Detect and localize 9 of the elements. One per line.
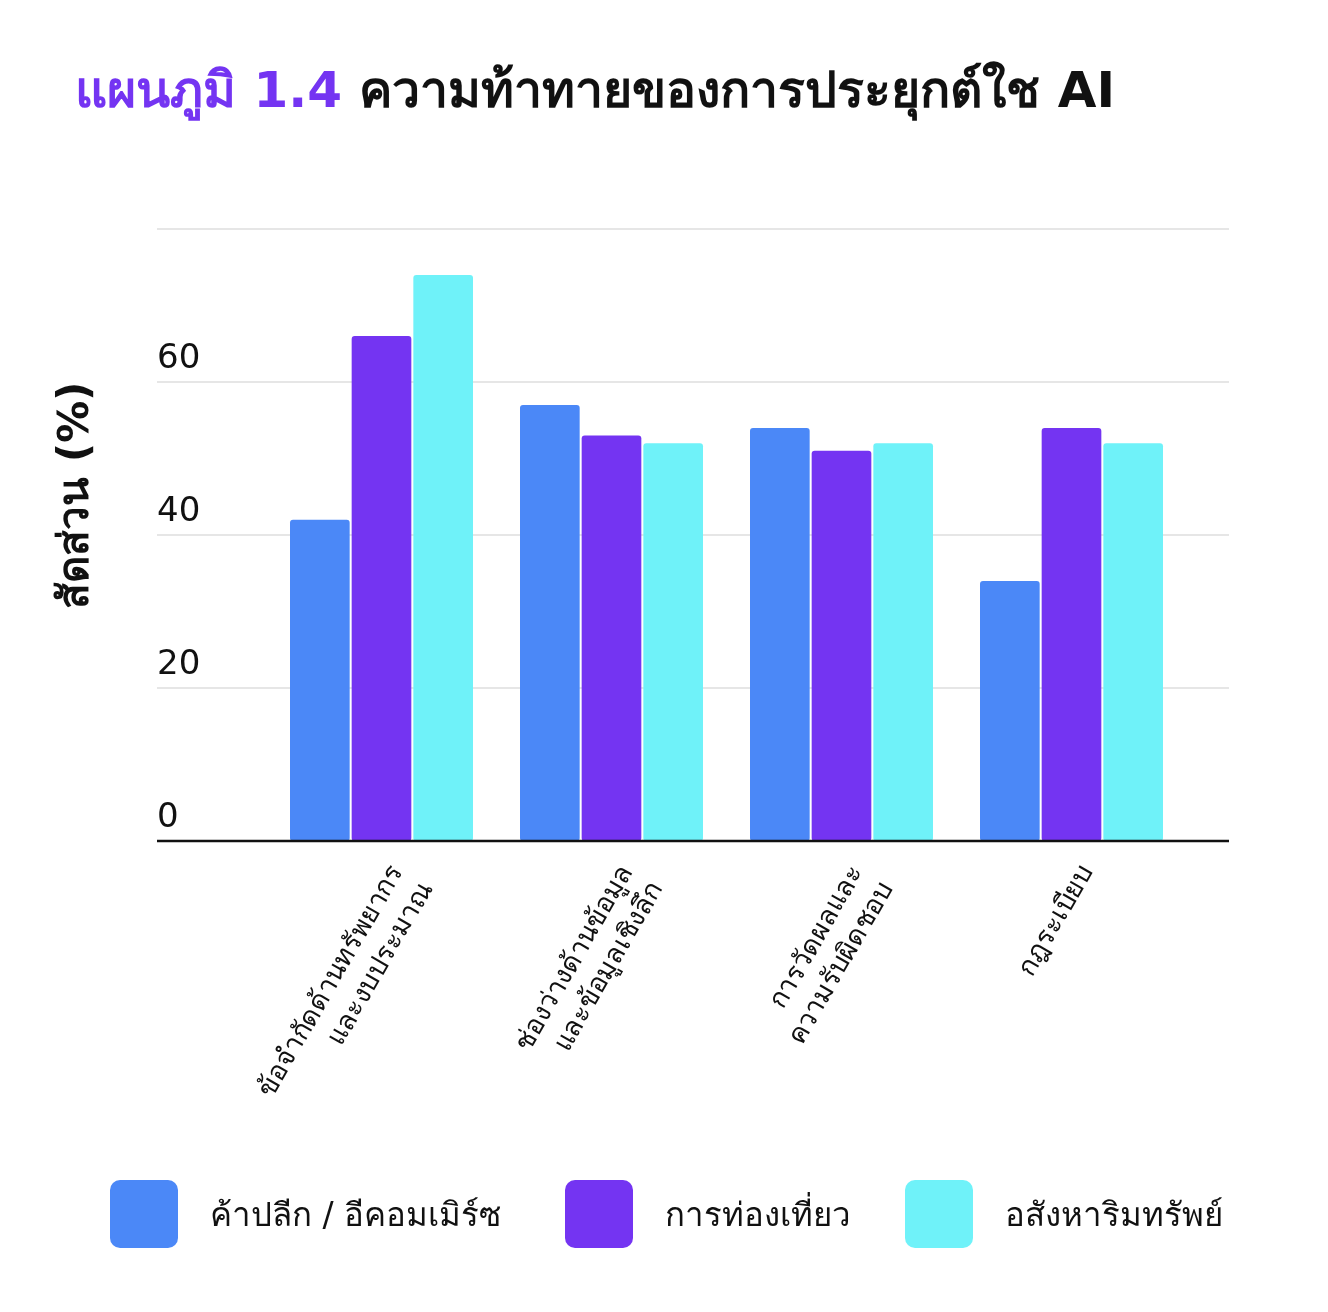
- y-tick-label: 20: [157, 642, 201, 682]
- chart-title: แผนภูมิ 1.4 ความท้าทายของการประยุกต์ใช AI: [75, 61, 1116, 121]
- legend-label: อสังหาริมทรัพย์: [1005, 1194, 1223, 1234]
- y-tick-label: 60: [157, 336, 201, 376]
- y-tick-label: 40: [157, 489, 201, 529]
- y-axis-title: สัดส่วน (%): [49, 381, 98, 609]
- legend-label: ค้าปลีก / อีคอมเมิร์ซ: [210, 1194, 502, 1234]
- legend-label: การท่องเที่ยว: [665, 1191, 851, 1234]
- y-tick-label: 0: [157, 795, 179, 835]
